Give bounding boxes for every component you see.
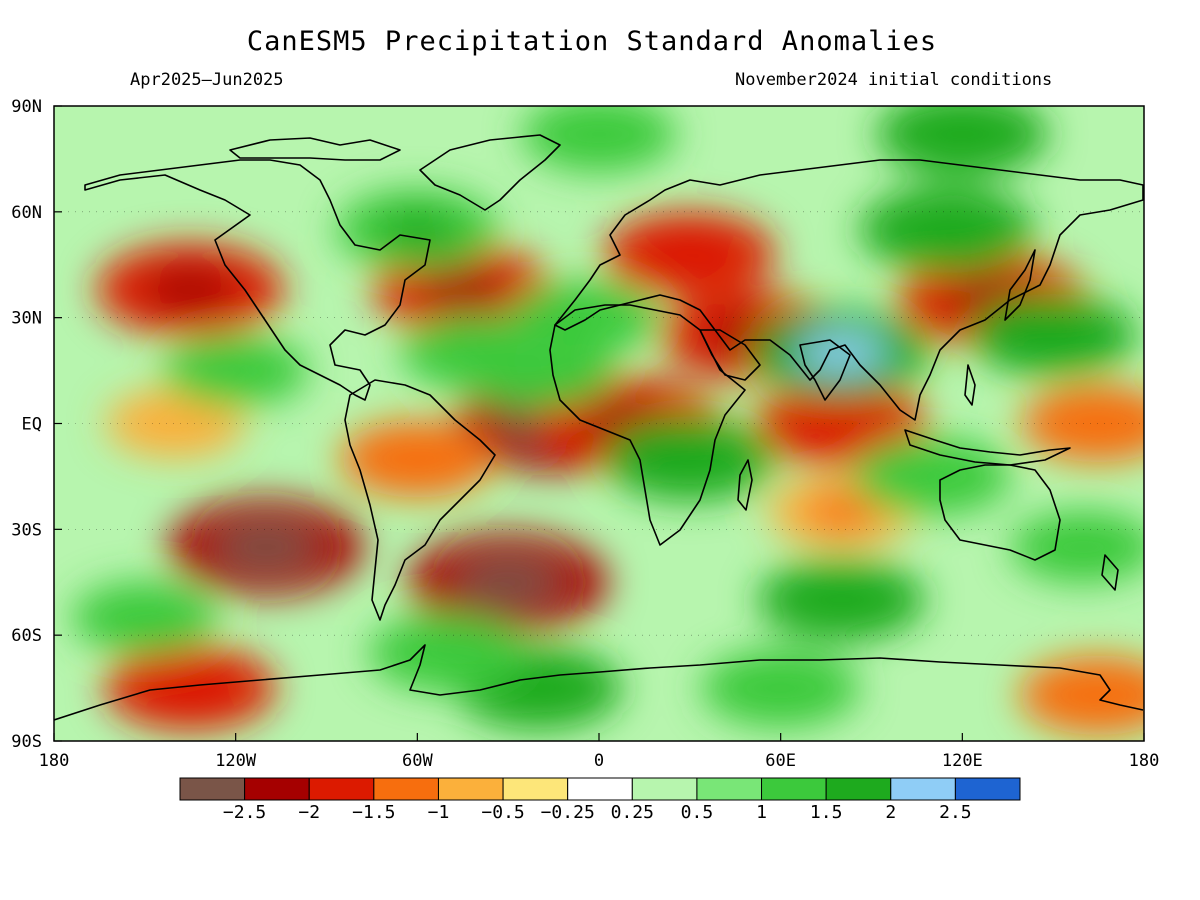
colorbar-swatch xyxy=(696,777,763,801)
colorbar-label: −1 xyxy=(428,802,450,823)
axis-ticks: 180 120W 60W 0 60E 120E 180 90N 60N 30N EQ 30S 60S 90… xyxy=(11,97,1159,771)
forecast-period: Apr2025–Jun2025 xyxy=(130,70,284,90)
colorbar-swatch xyxy=(631,777,698,801)
anomaly-core xyxy=(407,632,488,674)
anomaly-core xyxy=(560,114,638,154)
anomaly-core xyxy=(216,521,316,572)
anomaly-core xyxy=(903,207,992,252)
coastline-south-america xyxy=(344,379,496,621)
colorbar-swatch xyxy=(244,777,310,801)
anomaly-core xyxy=(108,598,182,637)
y-tick-label: 60S xyxy=(11,626,42,646)
anomaly-core xyxy=(1059,403,1138,444)
anomaly-core xyxy=(740,667,821,709)
coastline-north-america xyxy=(84,159,431,401)
anomaly-core xyxy=(439,333,517,373)
anomaly-core xyxy=(796,330,887,376)
y-tick-label: 90N xyxy=(11,97,42,117)
anomaly-core xyxy=(1011,314,1096,357)
colorbar-swatch xyxy=(437,777,504,801)
colorbar-label: 1 xyxy=(756,802,767,823)
anomaly-core xyxy=(646,436,733,481)
anomaly-core xyxy=(892,456,972,497)
y-tick-label: 60N xyxy=(11,203,42,223)
x-tick-label: 60E xyxy=(765,751,796,771)
colorbar-swatch xyxy=(502,777,569,801)
coastline-australia xyxy=(939,464,1061,561)
chart-title: CanESM5 Precipitation Standard Anomalies xyxy=(246,26,938,57)
coastline-arabia xyxy=(699,329,761,381)
coastline-philippines xyxy=(964,364,976,406)
anomaly-core xyxy=(496,666,581,710)
coastline-arctic-islands xyxy=(229,137,401,161)
anomaly-core xyxy=(457,556,559,608)
colorbar-label: −0.5 xyxy=(481,802,524,823)
colorbar-swatch xyxy=(890,777,956,801)
colorbar-label: −0.25 xyxy=(541,802,595,823)
colorbar-label: −1.5 xyxy=(352,802,395,823)
anomaly-core xyxy=(378,439,457,479)
x-tick-label: 120W xyxy=(215,751,257,771)
colorbar-label: 0.25 xyxy=(611,802,654,823)
x-tick-label: 120E xyxy=(942,751,983,771)
anomaly-core xyxy=(546,298,622,337)
colorbar-swatch xyxy=(761,777,827,801)
colorbar-label: 2 xyxy=(885,802,896,823)
colorbar-label: 2.5 xyxy=(939,802,972,823)
anomaly-field xyxy=(71,106,1144,736)
anomaly-core xyxy=(143,265,238,314)
coastline-indonesia xyxy=(904,429,1071,466)
coastline-greenland xyxy=(419,134,561,211)
anomaly-core xyxy=(799,578,884,622)
y-tick-label: 90S xyxy=(11,732,42,752)
anomaly-core xyxy=(198,351,273,390)
colorbar-label: −2 xyxy=(298,802,320,823)
colorbar-swatch xyxy=(825,777,892,801)
map-area xyxy=(54,106,1144,741)
anomaly-core xyxy=(1058,674,1139,716)
y-tick-label: 30S xyxy=(11,520,42,540)
colorbar-label: −2.5 xyxy=(223,802,266,823)
colorbar-swatch xyxy=(179,777,246,801)
colorbar: −2.5 −2 −1.5 −1 −0.5 −0.25 0.25 0.5 1 1.5 2 2.5 xyxy=(179,777,1021,823)
anomaly-core xyxy=(646,232,733,276)
x-tick-label: 60W xyxy=(402,751,433,771)
anomaly-core xyxy=(804,493,878,531)
anomaly-core xyxy=(798,401,885,446)
coastlines xyxy=(54,134,1144,721)
initial-conditions: November2024 initial conditions xyxy=(735,70,1053,90)
colorbar-swatch xyxy=(373,777,439,801)
coastline-antarctica xyxy=(54,644,1144,721)
anomaly-core xyxy=(1046,528,1121,566)
coastline-madagascar xyxy=(737,459,753,511)
anomaly-core xyxy=(140,405,210,442)
y-tick-label: 30N xyxy=(11,309,42,329)
colorbar-swatch xyxy=(567,777,633,801)
coastline-africa xyxy=(549,304,746,546)
colorbar-label: 0.5 xyxy=(681,802,714,823)
colorbar-label: 1.5 xyxy=(810,802,843,823)
coastline-new-zealand xyxy=(1101,554,1119,591)
colorbar-swatch xyxy=(954,777,1021,801)
y-tick-label: EQ xyxy=(22,415,42,435)
anomaly-core xyxy=(919,112,1006,157)
colorbar-swatch xyxy=(308,777,375,801)
x-tick-label: 0 xyxy=(594,751,604,771)
x-tick-label: 180 xyxy=(39,751,70,771)
anomaly-core xyxy=(376,208,459,251)
anomaly-core xyxy=(417,266,508,313)
coastline-india xyxy=(799,339,851,401)
anomaly-core xyxy=(147,666,234,710)
x-tick-label: 180 xyxy=(1129,751,1160,771)
coastline-japan xyxy=(1004,249,1036,321)
